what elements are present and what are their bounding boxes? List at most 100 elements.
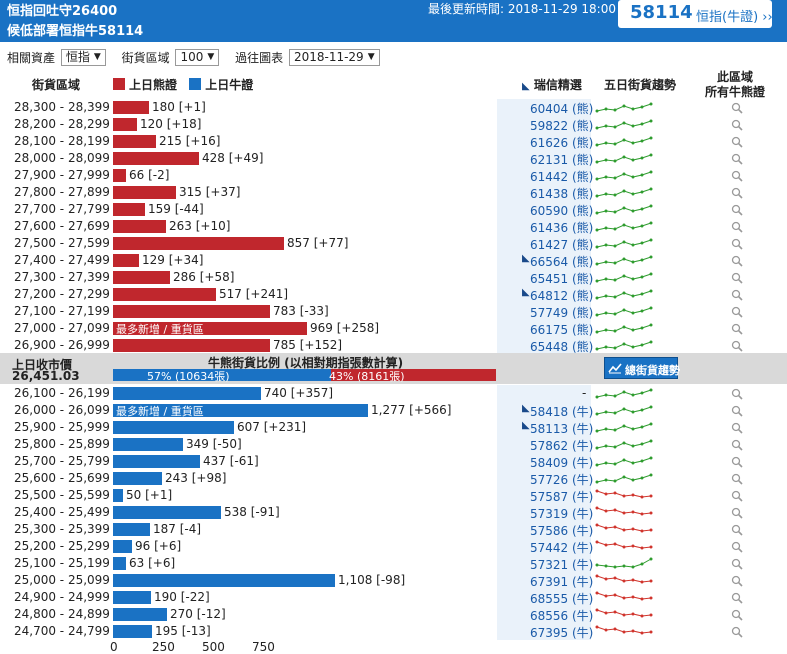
warrant-link[interactable]: 57321 (牛) bbox=[530, 558, 594, 572]
bull-bar[interactable] bbox=[113, 421, 234, 434]
bear-bar[interactable] bbox=[113, 135, 156, 148]
ratio-bull-text: 57% (10634張) bbox=[147, 370, 230, 383]
bear-bar[interactable] bbox=[113, 101, 149, 114]
bear-bar[interactable] bbox=[113, 203, 145, 216]
magnifier-icon[interactable] bbox=[731, 153, 743, 165]
magnifier-icon[interactable] bbox=[731, 592, 743, 604]
bull-bar[interactable] bbox=[113, 438, 183, 451]
warrant-link[interactable]: 61436 (熊) bbox=[530, 221, 594, 235]
magnifier-icon[interactable] bbox=[731, 204, 743, 216]
warrant-link[interactable]: 61626 (熊) bbox=[530, 136, 594, 150]
magnifier-icon[interactable] bbox=[731, 575, 743, 587]
magnifier-icon[interactable] bbox=[731, 490, 743, 502]
magnifier-icon[interactable] bbox=[731, 473, 743, 485]
magnifier-icon[interactable] bbox=[731, 405, 743, 417]
bull-bar[interactable] bbox=[113, 591, 151, 604]
magnifier-icon[interactable] bbox=[731, 439, 743, 451]
range-select[interactable]: 100 ▼ bbox=[175, 49, 220, 66]
chart-date-select[interactable]: 2018-11-29 ▼ bbox=[288, 49, 380, 66]
total-trend-button[interactable]: 總街貨趨勢 bbox=[604, 357, 680, 379]
warrant-link[interactable]: 61438 (熊) bbox=[530, 187, 594, 201]
magnifier-icon[interactable] bbox=[731, 626, 743, 638]
magnifier-icon[interactable] bbox=[731, 388, 743, 400]
bull-bar[interactable] bbox=[113, 540, 132, 553]
bull-bar[interactable] bbox=[113, 472, 162, 485]
warrant-link[interactable]: 57749 (熊) bbox=[530, 306, 594, 320]
warrant-link[interactable]: 65448 (熊) bbox=[530, 340, 594, 354]
warrant-link[interactable]: 60404 (熊) bbox=[530, 102, 594, 116]
magnifier-icon[interactable] bbox=[731, 456, 743, 468]
warrant-cell-bg bbox=[497, 385, 591, 402]
headline-1[interactable]: 恒指回吐守26400 bbox=[7, 4, 118, 19]
magnifier-icon[interactable] bbox=[731, 187, 743, 199]
warrant-link[interactable]: 58418 (牛) bbox=[530, 405, 594, 419]
bull-bar[interactable] bbox=[113, 574, 335, 587]
magnifier-icon[interactable] bbox=[731, 119, 743, 131]
bear-bar[interactable] bbox=[113, 254, 139, 267]
magnifier-icon[interactable] bbox=[731, 323, 743, 335]
magnifier-icon[interactable] bbox=[731, 102, 743, 114]
bull-bar[interactable] bbox=[113, 625, 152, 638]
bear-bar[interactable] bbox=[113, 186, 176, 199]
bull-bar[interactable]: 最多新增 / 重貨區 bbox=[113, 404, 368, 418]
trend-point bbox=[604, 444, 608, 448]
warrant-link[interactable]: 68556 (牛) bbox=[530, 609, 594, 623]
bear-bar[interactable]: 最多新增 / 重貨區 bbox=[113, 322, 307, 336]
bear-bar[interactable] bbox=[113, 169, 126, 182]
magnifier-icon[interactable] bbox=[731, 609, 743, 621]
magnifier-icon[interactable] bbox=[731, 524, 743, 536]
warrant-link[interactable]: 67391 (牛) bbox=[530, 575, 594, 589]
magnifier-icon[interactable] bbox=[731, 541, 743, 553]
warrant-link[interactable]: 57587 (牛) bbox=[530, 490, 594, 504]
magnifier-icon[interactable] bbox=[731, 422, 743, 434]
warrant-link[interactable]: 67395 (牛) bbox=[530, 626, 594, 640]
magnifier-icon[interactable] bbox=[731, 507, 743, 519]
warrant-link[interactable]: 57862 (牛) bbox=[530, 439, 594, 453]
bull-bar[interactable] bbox=[113, 387, 261, 400]
warrant-link[interactable]: 58113 (牛) bbox=[530, 422, 594, 436]
magnifier-icon[interactable] bbox=[731, 272, 743, 284]
warrant-link[interactable]: 57726 (牛) bbox=[530, 473, 594, 487]
bull-bar[interactable] bbox=[113, 557, 126, 570]
magnifier-icon[interactable] bbox=[731, 221, 743, 233]
magnifier-icon[interactable] bbox=[731, 558, 743, 570]
warrant-link[interactable]: 57586 (牛) bbox=[530, 524, 594, 538]
bear-bar[interactable] bbox=[113, 288, 216, 301]
bear-bar[interactable] bbox=[113, 118, 137, 131]
magnifier-icon[interactable] bbox=[731, 238, 743, 250]
warrant-link[interactable]: 57319 (牛) bbox=[530, 507, 594, 521]
warrant-link[interactable]: 64812 (熊) bbox=[530, 289, 594, 303]
warrant-link[interactable]: 59822 (熊) bbox=[530, 119, 594, 133]
bull-bar[interactable] bbox=[113, 608, 167, 621]
bear-bar[interactable] bbox=[113, 271, 170, 284]
magnifier-icon[interactable] bbox=[731, 289, 743, 301]
warrant-cell-bg bbox=[497, 218, 591, 235]
asset-select[interactable]: 恒指 ▼ bbox=[60, 49, 106, 66]
warrant-link[interactable]: 66175 (熊) bbox=[530, 323, 594, 337]
bull-bar[interactable] bbox=[113, 455, 200, 468]
bull-bar[interactable] bbox=[113, 523, 150, 536]
magnifier-icon[interactable] bbox=[731, 255, 743, 267]
warrant-link[interactable]: 66564 (熊) bbox=[530, 255, 594, 269]
featured-warrant-box[interactable]: 58114 恒指(牛證) ›› bbox=[618, 0, 773, 28]
warrant-link[interactable]: 61442 (熊) bbox=[530, 170, 594, 184]
bull-bar[interactable] bbox=[113, 506, 221, 519]
headline-2[interactable]: 候低部署恒指牛58114 bbox=[7, 24, 144, 39]
magnifier-icon[interactable] bbox=[731, 306, 743, 318]
bear-bar[interactable] bbox=[113, 305, 270, 318]
bear-bar[interactable] bbox=[113, 339, 270, 352]
bear-bar[interactable] bbox=[113, 220, 166, 233]
warrant-link[interactable]: 62131 (熊) bbox=[530, 153, 594, 167]
bull-bar[interactable] bbox=[113, 489, 123, 502]
bear-bar[interactable] bbox=[113, 152, 199, 165]
warrant-link[interactable]: 60590 (熊) bbox=[530, 204, 594, 218]
warrant-link[interactable]: 65451 (熊) bbox=[530, 272, 594, 286]
warrant-link[interactable]: 58409 (牛) bbox=[530, 456, 594, 470]
magnifier-icon[interactable] bbox=[731, 170, 743, 182]
bear-bar[interactable] bbox=[113, 237, 284, 250]
magnifier-icon[interactable] bbox=[731, 136, 743, 148]
magnifier-icon[interactable] bbox=[731, 340, 743, 352]
warrant-link[interactable]: 61427 (熊) bbox=[530, 238, 594, 252]
warrant-link[interactable]: 68555 (牛) bbox=[530, 592, 594, 606]
warrant-link[interactable]: 57442 (牛) bbox=[530, 541, 594, 555]
